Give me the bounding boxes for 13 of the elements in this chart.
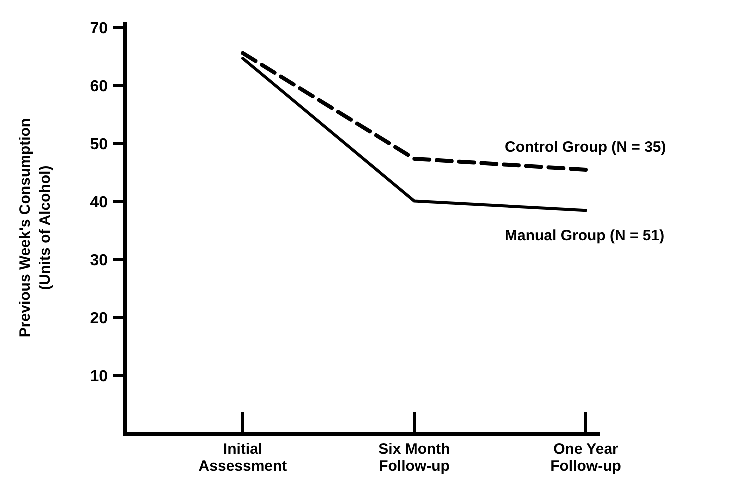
y-tick-label: 10 <box>90 368 108 386</box>
y-tick-label: 60 <box>90 78 108 96</box>
x-tick-label: Six Month Follow-up <box>378 441 450 475</box>
x-tick-label: One Year Follow-up <box>550 441 622 475</box>
y-tick-label: 70 <box>90 20 108 38</box>
x-tick-label: Initial Assessment <box>198 441 288 475</box>
series-label: Manual Group (N = 51) <box>505 228 665 245</box>
y-axis-title: Previous Week's Consumption (Units of Alcohol) <box>17 118 54 338</box>
y-tick-label: 40 <box>90 194 108 212</box>
y-tick-label: 30 <box>90 252 108 270</box>
y-tick-label: 50 <box>90 136 108 154</box>
series-label: Control Group (N = 35) <box>505 138 666 156</box>
y-tick-label: 20 <box>90 310 108 328</box>
